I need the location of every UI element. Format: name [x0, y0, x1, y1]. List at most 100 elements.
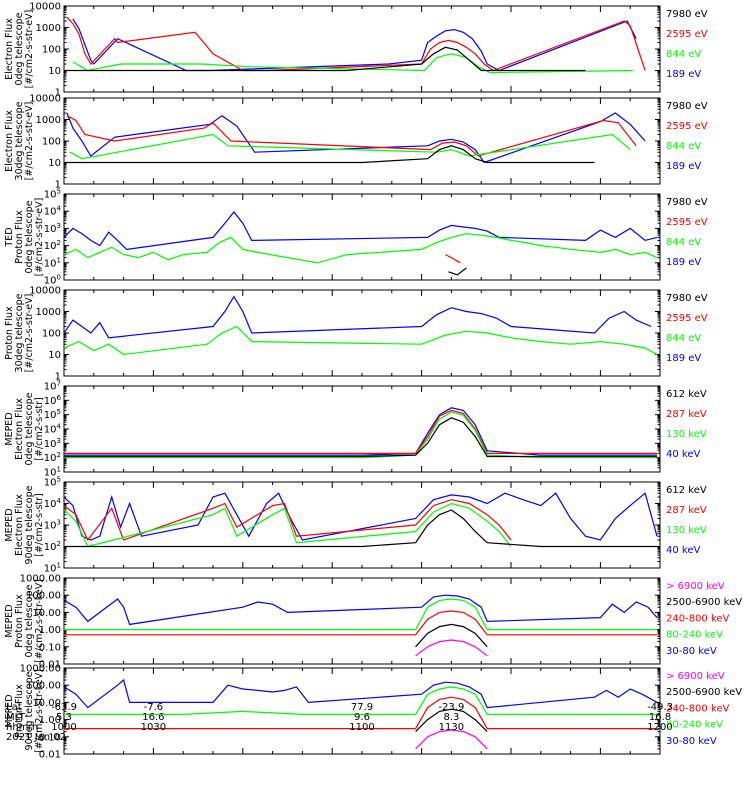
y-tick-label: 103 — [44, 222, 61, 235]
legend-entry: 30-80 keV — [666, 646, 717, 657]
legend-entry: 189 eV — [666, 353, 701, 364]
y-tick-label: 0.10 — [39, 642, 61, 653]
y-axis-label: 0deg telescope — [24, 392, 35, 465]
legend-entry: 2595 eV — [666, 29, 708, 40]
series-line-40-kev — [64, 492, 658, 541]
y-axis-label: Electron Flux — [14, 398, 25, 460]
y-tick-label: 1000.00 — [20, 664, 61, 675]
y-axis-label: MEPED — [4, 694, 15, 727]
series-line-240-800-kev — [64, 696, 657, 730]
y-axis-label: 0deg telescope — [24, 584, 35, 657]
series-group — [64, 594, 658, 657]
legend-entry: 287 keV — [666, 505, 707, 516]
legend-entry: 40 keV — [666, 545, 700, 556]
legend-entry: 2500-6900 keV — [666, 687, 742, 698]
series-line-80-240-kev — [64, 598, 657, 631]
series-line-287-kev — [64, 499, 512, 542]
y-tick-label: 105 — [44, 476, 61, 489]
series-group — [64, 295, 658, 356]
y-tick-label: 102 — [44, 451, 61, 464]
legend-entry: 30-80 keV — [666, 736, 717, 747]
series-line-80-240-kev — [64, 686, 657, 716]
y-tick-label: 1.00 — [39, 715, 61, 726]
x-tick-label-mlt: 16.6 — [142, 712, 164, 723]
y-tick-label: 101 — [44, 256, 61, 269]
series-line-2500-6900-kev — [415, 708, 488, 733]
y-tick-label: 0.01 — [39, 750, 61, 761]
y-tick-label: 1000 — [36, 115, 61, 126]
y-axis-label: 30deg telescope — [14, 101, 25, 180]
legend-entry: 80-240 keV — [666, 720, 723, 731]
x-tick-label-hhmm: 1030 — [141, 722, 166, 733]
legend-entry: 130 keV — [666, 525, 707, 536]
legend-entry: 844 eV — [666, 333, 701, 344]
x-tick-label-lat: -7.6 — [144, 702, 164, 713]
panel-frame — [63, 481, 661, 569]
y-tick-label: 10000 — [29, 94, 61, 105]
x-tick-label-mlt: 5.3 — [56, 712, 72, 723]
y-axis-label: MEPED — [4, 412, 15, 445]
legend-entry: 189 eV — [666, 161, 701, 172]
x-tick-label-hhmm: 1130 — [439, 722, 464, 733]
y-tick-label: 103 — [44, 437, 61, 450]
series-line-7980-ev — [64, 145, 595, 164]
series-line-2500-6900-kev — [415, 623, 488, 648]
series-line-612-kev — [64, 509, 657, 548]
y-axis-label: 90deg telescope — [24, 671, 35, 750]
panel-frame — [63, 193, 661, 281]
y-axis-label: Electron Flux — [4, 18, 15, 80]
panel-4: 1 10 100 1000 10000 Proton Flux 30deg telescop… — [4, 286, 708, 383]
y-axis-label: [#/cm2-s-str] — [34, 493, 45, 556]
legend-entry: 2595 eV — [666, 217, 708, 228]
series-line-30-80-kev — [64, 678, 658, 709]
y-tick-label: 100 — [42, 329, 61, 340]
x-row-label-mlt: MLT — [6, 712, 26, 723]
series-line-7980-ev — [448, 267, 467, 276]
series-line-189-ev — [64, 295, 652, 339]
series-line-287-kev — [64, 409, 657, 454]
y-axis-label: [#/cm2-s-str-eV] — [24, 294, 35, 373]
panel-3: 100 101 102 103 104 105 TED Proton Flux 0deg tel… — [4, 188, 708, 287]
series-group — [64, 16, 646, 74]
y-tick-label: 101 — [44, 466, 61, 479]
y-tick-label: 10000 — [29, 2, 61, 13]
y-tick-label: 103 — [44, 519, 61, 532]
y-tick-label: 10 — [48, 158, 61, 169]
legend-entry: 189 eV — [666, 257, 701, 268]
legend-entry: 240-800 keV — [666, 703, 730, 714]
y-tick-label: 1000 — [36, 307, 61, 318]
series-group — [64, 492, 658, 548]
legend-entry: 40 keV — [666, 449, 700, 460]
y-tick-label: 100.00 — [26, 591, 61, 602]
series-line-130-kev — [64, 411, 657, 459]
y-tick-label: 107 — [44, 380, 61, 393]
y-axis-label: Proton Flux — [14, 684, 25, 738]
y-tick-label: 1.00 — [39, 625, 61, 636]
y-tick-label: 10000 — [29, 286, 61, 297]
y-axis-label: [#/cm2-s-str-eV] — [24, 102, 35, 181]
series-line-240-800-kev — [64, 610, 657, 636]
series-line-189-ev — [66, 112, 646, 164]
y-axis-label: [#/cm2-s-str-eV] — [34, 198, 45, 277]
y-axis-label: Electron Flux — [4, 110, 15, 172]
legend-entry: 612 keV — [666, 389, 707, 400]
y-tick-label: 104 — [44, 497, 62, 510]
y-tick-label: 102 — [44, 239, 61, 252]
y-tick-label: 10 — [48, 66, 61, 77]
x-tick-label-mlt: 8.3 — [443, 712, 459, 723]
legend-entry: > 6900 keV — [666, 581, 725, 592]
legend-entry: 7980 eV — [666, 101, 708, 112]
y-axis-label: MEPED — [4, 604, 15, 637]
panel-2: 1 10 100 1000 10000 Electron Flux 30deg telesc… — [4, 94, 708, 191]
series-group — [64, 112, 646, 164]
panel-7: 0.01 0.10 1.00 10.00 100.00 1000.00 MEPED Proto… — [4, 574, 742, 671]
series-group — [64, 678, 658, 750]
legend-entry: 844 eV — [666, 49, 701, 60]
y-tick-label: 100 — [42, 137, 61, 148]
legend-entry: 612 keV — [666, 485, 707, 496]
x-date-label: 2021 Jan 02 — [6, 732, 66, 743]
y-axis-label: 30deg telescope — [14, 293, 25, 372]
y-tick-label: 101 — [44, 562, 61, 575]
